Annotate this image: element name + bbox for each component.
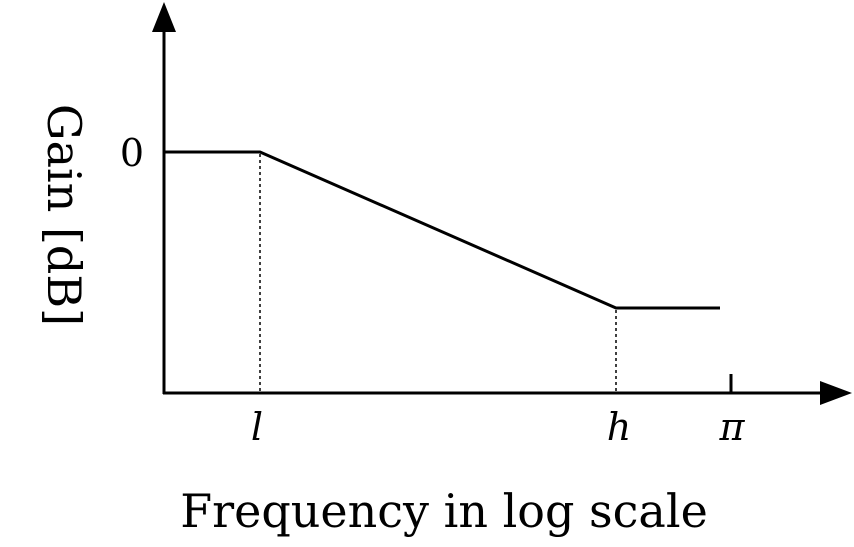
x-axis-label: Frequency in log scale bbox=[180, 484, 708, 538]
x-axis-arrowhead bbox=[820, 381, 852, 405]
x-tick-label-pi: π bbox=[719, 405, 746, 449]
y-axis-label: Gain [dB] bbox=[37, 104, 91, 326]
gain-curve bbox=[164, 150, 720, 310]
x-tick-label-h: h bbox=[607, 405, 631, 449]
y-tick-label-zero: 0 bbox=[120, 131, 144, 175]
y-axis-arrowhead bbox=[152, 2, 176, 32]
x-tick-label-l: l bbox=[251, 405, 263, 449]
